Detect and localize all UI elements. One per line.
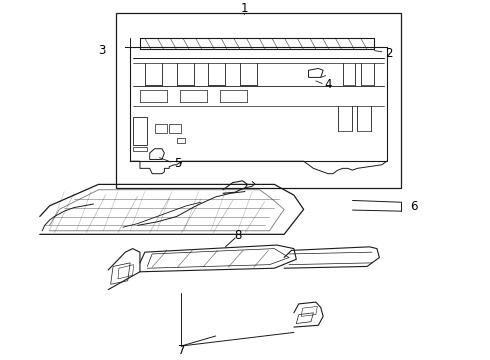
Text: 5: 5 [174,157,182,170]
Text: 7: 7 [178,345,185,357]
Bar [176,138,185,143]
Text: 2: 2 [386,47,393,60]
Text: 6: 6 [410,201,417,213]
Bar [116,13,401,188]
Text: 3: 3 [98,44,105,57]
Bar [155,124,167,133]
Text: 8: 8 [234,229,242,242]
Bar [169,124,181,133]
Text: 1: 1 [240,2,248,15]
Text: 4: 4 [324,78,332,91]
